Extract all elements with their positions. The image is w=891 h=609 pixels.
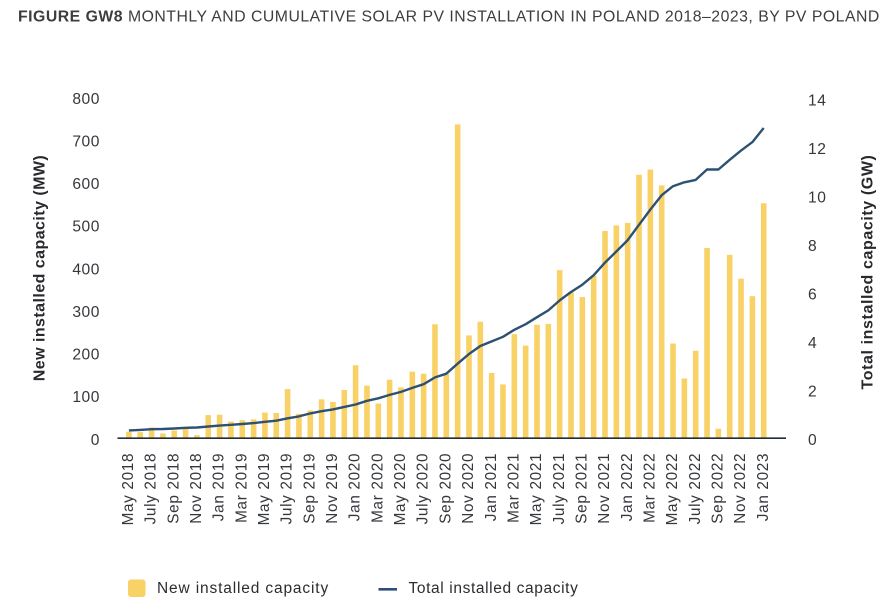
svg-text:Jan 2023: Jan 2023: [755, 453, 772, 521]
svg-text:Jan 2021: Jan 2021: [483, 453, 500, 521]
svg-text:Total installed capacity: Total installed capacity: [409, 580, 579, 597]
svg-text:Sep 2019: Sep 2019: [301, 453, 318, 524]
svg-text:500: 500: [72, 219, 100, 236]
svg-text:400: 400: [72, 261, 100, 278]
svg-text:July 2018: July 2018: [143, 453, 160, 525]
svg-text:Nov 2019: Nov 2019: [324, 453, 341, 524]
svg-text:May 2020: May 2020: [392, 453, 409, 526]
svg-text:12: 12: [808, 141, 826, 158]
svg-text:Nov 2022: Nov 2022: [732, 453, 749, 524]
svg-text:Nov 2018: Nov 2018: [188, 453, 205, 524]
svg-text:Sep 2020: Sep 2020: [437, 453, 454, 524]
svg-text:May 2018: May 2018: [120, 453, 137, 526]
svg-text:Sep 2021: Sep 2021: [573, 453, 590, 524]
svg-text:Nov 2020: Nov 2020: [460, 453, 477, 524]
svg-text:200: 200: [72, 347, 100, 364]
svg-text:800: 800: [72, 91, 100, 108]
svg-text:Mar 2020: Mar 2020: [369, 453, 386, 523]
svg-text:4: 4: [808, 335, 817, 352]
svg-text:July 2021: July 2021: [551, 453, 568, 525]
svg-text:Mar 2019: Mar 2019: [233, 453, 250, 523]
svg-text:New installed capacity: New installed capacity: [157, 580, 329, 597]
svg-text:May 2019: May 2019: [256, 453, 273, 526]
svg-text:700: 700: [72, 133, 100, 150]
svg-text:Sep 2018: Sep 2018: [165, 453, 182, 524]
svg-text:Mar 2022: Mar 2022: [642, 453, 659, 523]
svg-text:10: 10: [808, 189, 826, 206]
svg-text:July 2019: July 2019: [279, 453, 296, 525]
svg-text:Nov 2021: Nov 2021: [596, 453, 613, 524]
svg-text:100: 100: [72, 389, 100, 406]
svg-text:8: 8: [808, 238, 817, 255]
svg-text:July 2020: July 2020: [415, 453, 432, 525]
svg-text:May 2021: May 2021: [528, 453, 545, 526]
svg-text:0: 0: [91, 432, 100, 449]
svg-text:Jan 2020: Jan 2020: [347, 453, 364, 521]
svg-text:New installed capacity (MW): New installed capacity (MW): [31, 155, 48, 381]
svg-text:6: 6: [808, 286, 817, 303]
svg-text:Jan 2019: Jan 2019: [211, 453, 228, 521]
svg-text:0: 0: [808, 432, 817, 449]
svg-text:2: 2: [808, 383, 817, 400]
svg-text:300: 300: [72, 304, 100, 321]
svg-text:FIGURE GW8 MONTHLY AND CUMULAT: FIGURE GW8 MONTHLY AND CUMULATIVE SOLAR …: [18, 9, 880, 26]
svg-text:Total installed capacity (GW): Total installed capacity (GW): [859, 155, 876, 390]
svg-text:May 2022: May 2022: [664, 453, 681, 526]
svg-text:14: 14: [808, 92, 826, 109]
svg-text:Jan 2022: Jan 2022: [619, 453, 636, 521]
svg-text:Sep 2022: Sep 2022: [710, 453, 727, 524]
svg-text:600: 600: [72, 176, 100, 193]
svg-text:July 2022: July 2022: [687, 453, 704, 525]
svg-text:Mar 2021: Mar 2021: [505, 453, 522, 523]
